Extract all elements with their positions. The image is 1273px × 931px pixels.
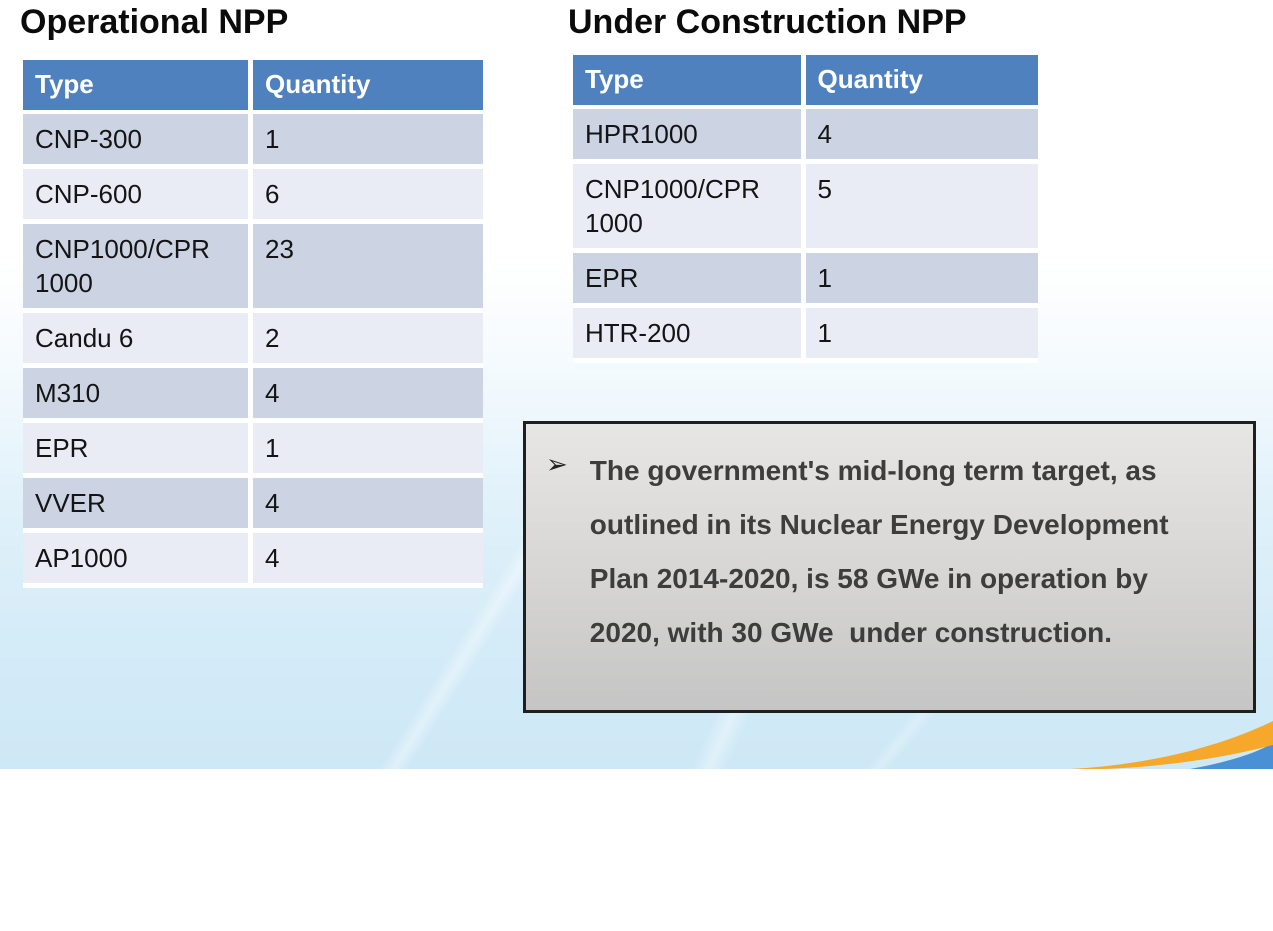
table-cell: HTR-200 [573,308,806,363]
table-cell: CNP1000/CPR 1000 [573,164,806,253]
table-cell: EPR [23,423,253,478]
table-row: CNP-300 1 [23,114,483,169]
table-cell: 4 [253,478,483,533]
table-row: CNP1000/CPR 1000 5 [573,164,1038,253]
table-cell: 6 [253,169,483,224]
table-cell: CNP-300 [23,114,253,169]
table-row: VVER 4 [23,478,483,533]
blue-swoosh-shape [1190,743,1273,769]
table-cell: HPR1000 [573,109,806,164]
table-row: CNP1000/CPR 1000 23 [23,224,483,313]
table-cell: 23 [253,224,483,313]
table-cell: CNP-600 [23,169,253,224]
note-box: ➢ The government's mid-long term target,… [523,421,1256,713]
table-cell: 4 [253,533,483,588]
quantity-column-header: Quantity [253,60,483,114]
table-cell: 1 [805,253,1038,308]
table-body: CNP-300 1 CNP-600 6 CNP1000/CPR 1000 23 Candu … [23,114,483,588]
table-cell: 5 [805,164,1038,253]
table-row: AP1000 4 [23,533,483,588]
table-row: M310 4 [23,368,483,423]
under-construction-npp-title: Under Construction NPP [568,3,967,41]
operational-npp-title: Operational NPP [20,3,289,41]
table-cell: Candu 6 [23,313,253,368]
table-cell: 1 [253,114,483,169]
table-cell: M310 [23,368,253,423]
table-row: EPR 1 [573,253,1038,308]
operational-npp-table: Type Quantity CNP-300 1 CNP-600 6 CNP1000/CP… [23,60,483,588]
table-row: HTR-200 1 [573,308,1038,363]
table-header: Type Quantity [573,55,1038,109]
table-cell: AP1000 [23,533,253,588]
table-cell: EPR [573,253,806,308]
table-cell: 4 [253,368,483,423]
table-cell: VVER [23,478,253,533]
type-column-header: Type [573,55,806,109]
orange-swoosh-shape [1071,721,1273,769]
type-column-header: Type [23,60,253,114]
table-row: EPR 1 [23,423,483,478]
table-header: Type Quantity [23,60,483,114]
table-cell: 1 [253,423,483,478]
table-row: CNP-600 6 [23,169,483,224]
note-text: The government's mid-long term target, a… [589,455,1177,648]
table-cell: 1 [805,308,1038,363]
quantity-column-header: Quantity [805,55,1038,109]
table-cell: CNP1000/CPR 1000 [23,224,253,313]
table-row: HPR1000 4 [573,109,1038,164]
table-header-row: Type Quantity [23,60,483,114]
table-cell: 4 [805,109,1038,164]
table-cell: 2 [253,313,483,368]
table-body: HPR1000 4 CNP1000/CPR 1000 5 EPR 1 HTR-200 1 [573,109,1038,363]
table-header-row: Type Quantity [573,55,1038,109]
arrow-bullet-icon: ➢ [546,449,568,479]
under-construction-npp-table: Type Quantity HPR1000 4 CNP1000/CPR 1000 5 E… [573,55,1038,363]
